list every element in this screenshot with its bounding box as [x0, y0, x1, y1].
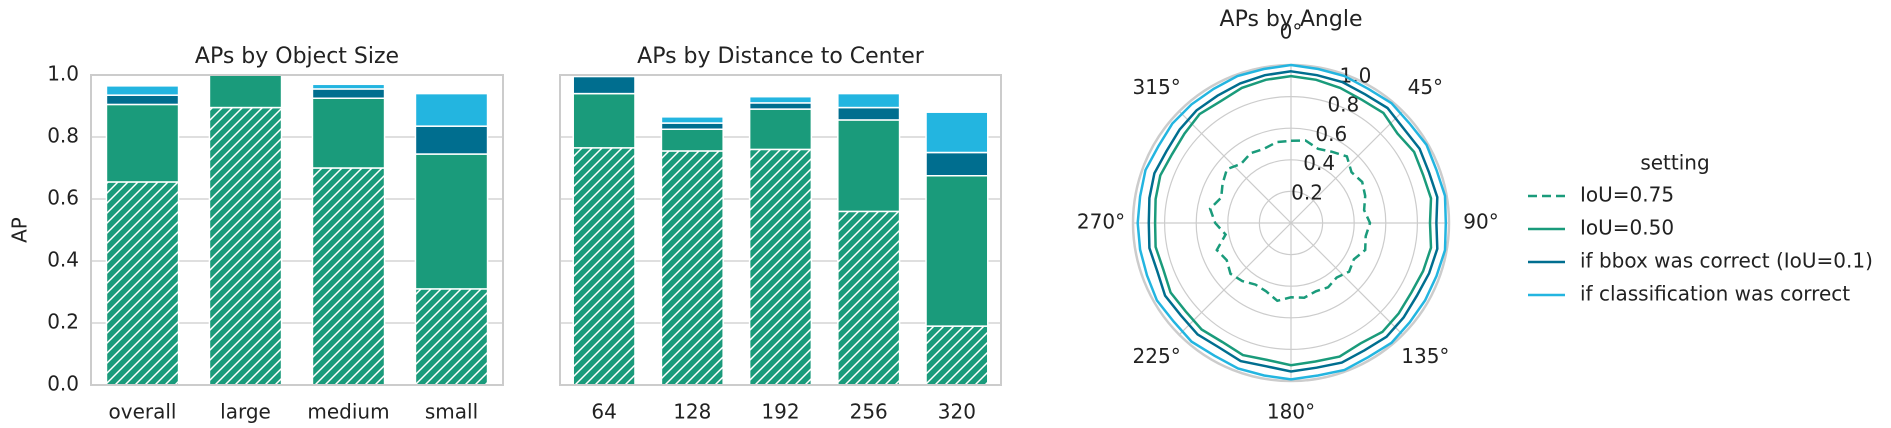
- bar-segment: [660, 128, 724, 152]
- theta-tick-label: 90°: [1463, 210, 1498, 234]
- chart-title: APs by Angle: [1220, 7, 1363, 32]
- theta-tick-label: 180°: [1267, 400, 1315, 424]
- bar-segment: [208, 74, 283, 109]
- bar-segment: [105, 85, 180, 96]
- bar-segment: [748, 95, 813, 104]
- legend-label: IoU=0.50: [1580, 216, 1674, 240]
- y-tick-label: 0.8: [47, 124, 79, 148]
- x-tick-label: overall: [109, 400, 177, 424]
- chart-title: APs by Object Size: [195, 44, 399, 69]
- x-tick-label: 256: [850, 400, 888, 424]
- bar-segment: [837, 106, 901, 121]
- bar-segment: [311, 83, 386, 90]
- grid-spoke: [1290, 222, 1404, 336]
- x-tick-label: 64: [591, 400, 616, 424]
- bar-segment: [837, 119, 901, 213]
- y-axis-label: AP: [8, 217, 32, 243]
- series-line: [1153, 74, 1433, 367]
- series-line: [1147, 70, 1439, 373]
- bar-segment: [414, 92, 489, 127]
- bar-segment: [748, 108, 813, 151]
- x-tick-label: small: [425, 400, 478, 424]
- bar-segment: [837, 210, 901, 386]
- axes-frame: [559, 74, 1002, 386]
- r-tick-label: 0.6: [1315, 122, 1347, 146]
- bar-segment: [748, 148, 813, 386]
- bar-segment: [925, 111, 989, 154]
- y-tick-label: 1.0: [47, 62, 79, 86]
- theta-tick-label: 135°: [1401, 344, 1449, 368]
- chart-title: APs by Distance to Center: [637, 44, 925, 69]
- legend-title: setting: [1640, 151, 1709, 175]
- bar-segment: [660, 150, 724, 386]
- bar-segment: [208, 106, 283, 386]
- theta-tick-label: 225°: [1133, 344, 1181, 368]
- bar-segment: [414, 288, 489, 386]
- bar-segment: [572, 92, 636, 149]
- bar-segment: [105, 94, 180, 106]
- legend-label: IoU=0.75: [1580, 183, 1674, 207]
- x-tick-label: 192: [761, 400, 799, 424]
- bar-segment: [414, 125, 489, 155]
- theta-tick-label: 45°: [1408, 75, 1443, 99]
- bar-segment: [105, 181, 180, 386]
- bar-segment: [925, 151, 989, 177]
- x-tick-label: large: [220, 400, 271, 424]
- y-tick-label: 0.4: [47, 248, 79, 272]
- bar-segment: [837, 92, 901, 109]
- y-tick-label: 0.0: [47, 372, 79, 396]
- bar-segment: [311, 97, 386, 169]
- legend-label: if bbox was correct (IoU=0.1): [1580, 249, 1873, 273]
- bar-segment: [105, 103, 180, 183]
- bar-segment: [660, 116, 724, 124]
- bar-segment: [311, 167, 386, 386]
- grid-spoke: [1290, 110, 1404, 224]
- r-tick-label: 0.2: [1291, 180, 1323, 204]
- grid-spoke: [1178, 222, 1292, 336]
- series-line: [1136, 63, 1448, 381]
- bar-segment: [311, 88, 386, 99]
- x-tick-label: medium: [307, 400, 389, 424]
- bar-segment: [572, 75, 636, 95]
- y-tick-label: 0.2: [47, 310, 79, 334]
- x-tick-label: 128: [673, 400, 711, 424]
- theta-tick-label: 0°: [1280, 20, 1303, 44]
- bar-segment: [414, 153, 489, 290]
- x-tick-label: 320: [938, 400, 976, 424]
- theta-tick-label: 315°: [1133, 75, 1181, 99]
- axes-frame: [90, 74, 504, 386]
- bar-segment: [925, 325, 989, 386]
- y-tick-label: 0.6: [47, 186, 79, 210]
- bar-segment: [925, 175, 989, 327]
- bar-segment: [572, 147, 636, 386]
- series-line: [1208, 139, 1372, 303]
- bar-segment: [660, 122, 724, 131]
- r-tick-label: 0.4: [1303, 151, 1335, 175]
- bar-segment: [748, 102, 813, 110]
- theta-tick-label: 270°: [1077, 210, 1125, 234]
- legend-label: if classification was correct: [1580, 282, 1850, 306]
